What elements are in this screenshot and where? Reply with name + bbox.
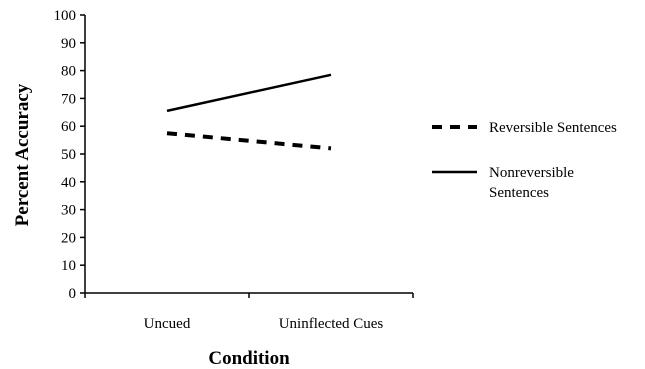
y-tick-label: 20 <box>61 230 76 246</box>
legend-label-line: Sentences <box>489 185 549 201</box>
legend-label-line: Nonreversible <box>489 165 574 181</box>
legend: Reversible Sentences Nonreversible Sentenc… <box>432 120 617 201</box>
x-axis: Uncued Uninflected Cues <box>84 292 414 332</box>
y-tick-label: 90 <box>61 36 76 52</box>
x-axis-title: Condition <box>208 348 290 369</box>
plot-area <box>166 73 332 151</box>
y-tick-label: 70 <box>61 91 76 107</box>
y-tick-label: 30 <box>61 203 76 219</box>
y-tick-label: 40 <box>61 175 76 191</box>
y-axis-title: Percent Accuracy <box>12 83 33 226</box>
y-tick-label: 60 <box>61 119 76 135</box>
y-tick-label: 80 <box>61 64 76 80</box>
y-tick-label: 100 <box>54 8 77 24</box>
y-axis: 0 10 20 30 40 50 60 70 80 90 100 <box>54 8 86 302</box>
x-tick-label: Uncued <box>144 316 191 332</box>
legend-label-reversible-sentences: Reversible Sentences <box>489 120 617 136</box>
y-tick-label: 50 <box>61 147 76 163</box>
legend-label-nonreversible-sentences: Nonreversible Sentences <box>489 165 574 201</box>
y-tick-label: 0 <box>69 286 77 302</box>
series-line-reversible-sentences <box>166 131 332 151</box>
x-tick-label: Uninflected Cues <box>279 316 384 332</box>
y-tick-label: 10 <box>61 258 76 274</box>
series-line-nonreversible-sentences <box>166 73 332 113</box>
legend-label-line: Reversible Sentences <box>489 120 617 136</box>
